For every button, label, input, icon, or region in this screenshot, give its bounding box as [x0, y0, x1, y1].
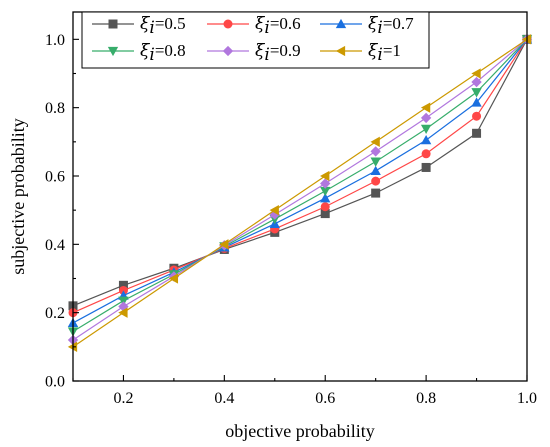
- marker-triangle-up: [370, 165, 381, 176]
- legend-value: =1: [383, 41, 401, 60]
- legend-symbol: ξ: [368, 41, 379, 61]
- legend-symbol: ξ: [368, 14, 379, 34]
- marker-square: [371, 188, 381, 198]
- marker-square: [320, 209, 330, 219]
- marker-triangle-down: [420, 124, 432, 135]
- x-tick-label: 0.6: [315, 390, 335, 407]
- legend-entry: ξi=0.7: [320, 14, 414, 38]
- marker-triangle-down: [370, 157, 381, 167]
- legend-value: =0.8: [155, 41, 186, 60]
- series-1: [68, 34, 532, 311]
- legend-label: ξi=0.8: [140, 41, 186, 65]
- legend-entry: ξi=0.5: [92, 14, 186, 38]
- series-line: [72, 38, 528, 348]
- legend-value: =0.5: [155, 14, 186, 33]
- legend-label: ξi=0.7: [368, 14, 414, 38]
- y-tick-label: 0.6: [45, 169, 65, 186]
- marker-triangle-down: [471, 88, 482, 98]
- marker-triangle-left: [420, 102, 431, 113]
- marker-triangle-down: [320, 186, 331, 197]
- marker-diamond: [222, 45, 234, 57]
- legend-label: ξi=0.5: [140, 14, 186, 38]
- x-tick-label: 0.8: [416, 390, 436, 407]
- marker-square: [421, 162, 431, 172]
- marker-triangle-left: [370, 136, 380, 148]
- x-tick-label: 1.0: [517, 390, 537, 407]
- marker-triangle-left: [320, 170, 330, 182]
- marker-triangle-left: [269, 204, 279, 216]
- marker-circle: [371, 176, 381, 186]
- y-tick-label: 0.2: [45, 305, 65, 322]
- legend-value: =0.6: [270, 14, 301, 33]
- y-axis-title: subjective probability: [8, 118, 28, 274]
- marker-circle: [223, 19, 233, 29]
- marker-square: [472, 128, 482, 138]
- legend-subscript: i: [377, 45, 382, 65]
- legend-subscript: i: [149, 18, 154, 38]
- marker-triangle-up: [320, 193, 331, 203]
- marker-triangle-left: [471, 68, 481, 79]
- legend-entry: ξi=0.6: [207, 14, 301, 38]
- legend-subscript: i: [149, 45, 154, 65]
- marker-triangle-down: [107, 46, 119, 57]
- marker-diamond: [420, 112, 432, 124]
- series-3: [67, 34, 533, 328]
- legend-box: [81, 11, 430, 69]
- y-tick-label: 0.8: [45, 100, 65, 117]
- y-tick-label: 0.0: [45, 374, 65, 391]
- series-2: [68, 34, 532, 318]
- legend-subscript: i: [264, 45, 269, 65]
- legend-symbol: ξ: [255, 14, 266, 34]
- marker-triangle-left: [118, 307, 128, 318]
- legend-entry: ξi=1: [320, 41, 401, 65]
- x-tick-label: 0.2: [113, 390, 133, 407]
- legend-symbol: ξ: [255, 41, 266, 61]
- legend-entry: ξi=0.9: [207, 41, 301, 65]
- marker-triangle-up: [471, 97, 482, 107]
- marker-triangle-up: [335, 18, 347, 29]
- legend-value: =0.7: [383, 14, 414, 33]
- y-tick-label: 0.4: [45, 237, 65, 254]
- marker-circle: [320, 202, 330, 212]
- marker-diamond: [471, 76, 482, 88]
- x-axis-title: objective probability: [225, 421, 374, 441]
- series-line: [72, 38, 528, 341]
- marker-triangle-left: [335, 45, 346, 57]
- series-6: [67, 34, 532, 353]
- legend-symbol: ξ: [140, 14, 151, 34]
- marker-diamond: [370, 146, 381, 157]
- legend-label: ξi=0.6: [255, 14, 301, 38]
- series-line: [72, 39, 528, 314]
- legend-subscript: i: [264, 18, 269, 38]
- x-tick-label: 0.4: [214, 390, 234, 407]
- marker-circle: [421, 149, 431, 159]
- marker-square: [108, 19, 118, 29]
- legend-label: ξi=1: [368, 41, 401, 65]
- series-4: [67, 35, 533, 337]
- series-5: [67, 34, 533, 346]
- marker-triangle-down: [118, 296, 129, 306]
- marker-triangle-up: [420, 134, 432, 145]
- legend-entry: ξi=0.8: [92, 41, 186, 65]
- legend-label: ξi=0.9: [255, 41, 301, 65]
- marker-square: [118, 280, 128, 290]
- legend-symbol: ξ: [140, 41, 151, 61]
- marker-diamond: [118, 301, 129, 312]
- series-layer: [67, 34, 533, 353]
- marker-diamond: [320, 178, 331, 189]
- series-line: [72, 38, 528, 332]
- series-line: [72, 38, 528, 324]
- legend: ξi=0.5 ξi=0.6 ξi=0.7ξi=0.8 ξi=0.9 ξi=1: [81, 11, 430, 69]
- y-tick-label: 1.0: [45, 32, 65, 49]
- series-line: [72, 39, 528, 307]
- legend-value: =0.9: [270, 41, 301, 60]
- marker-triangle-left: [168, 273, 179, 284]
- marker-circle: [472, 111, 482, 121]
- legend-subscript: i: [377, 18, 382, 38]
- marker-triangle-left: [219, 239, 229, 250]
